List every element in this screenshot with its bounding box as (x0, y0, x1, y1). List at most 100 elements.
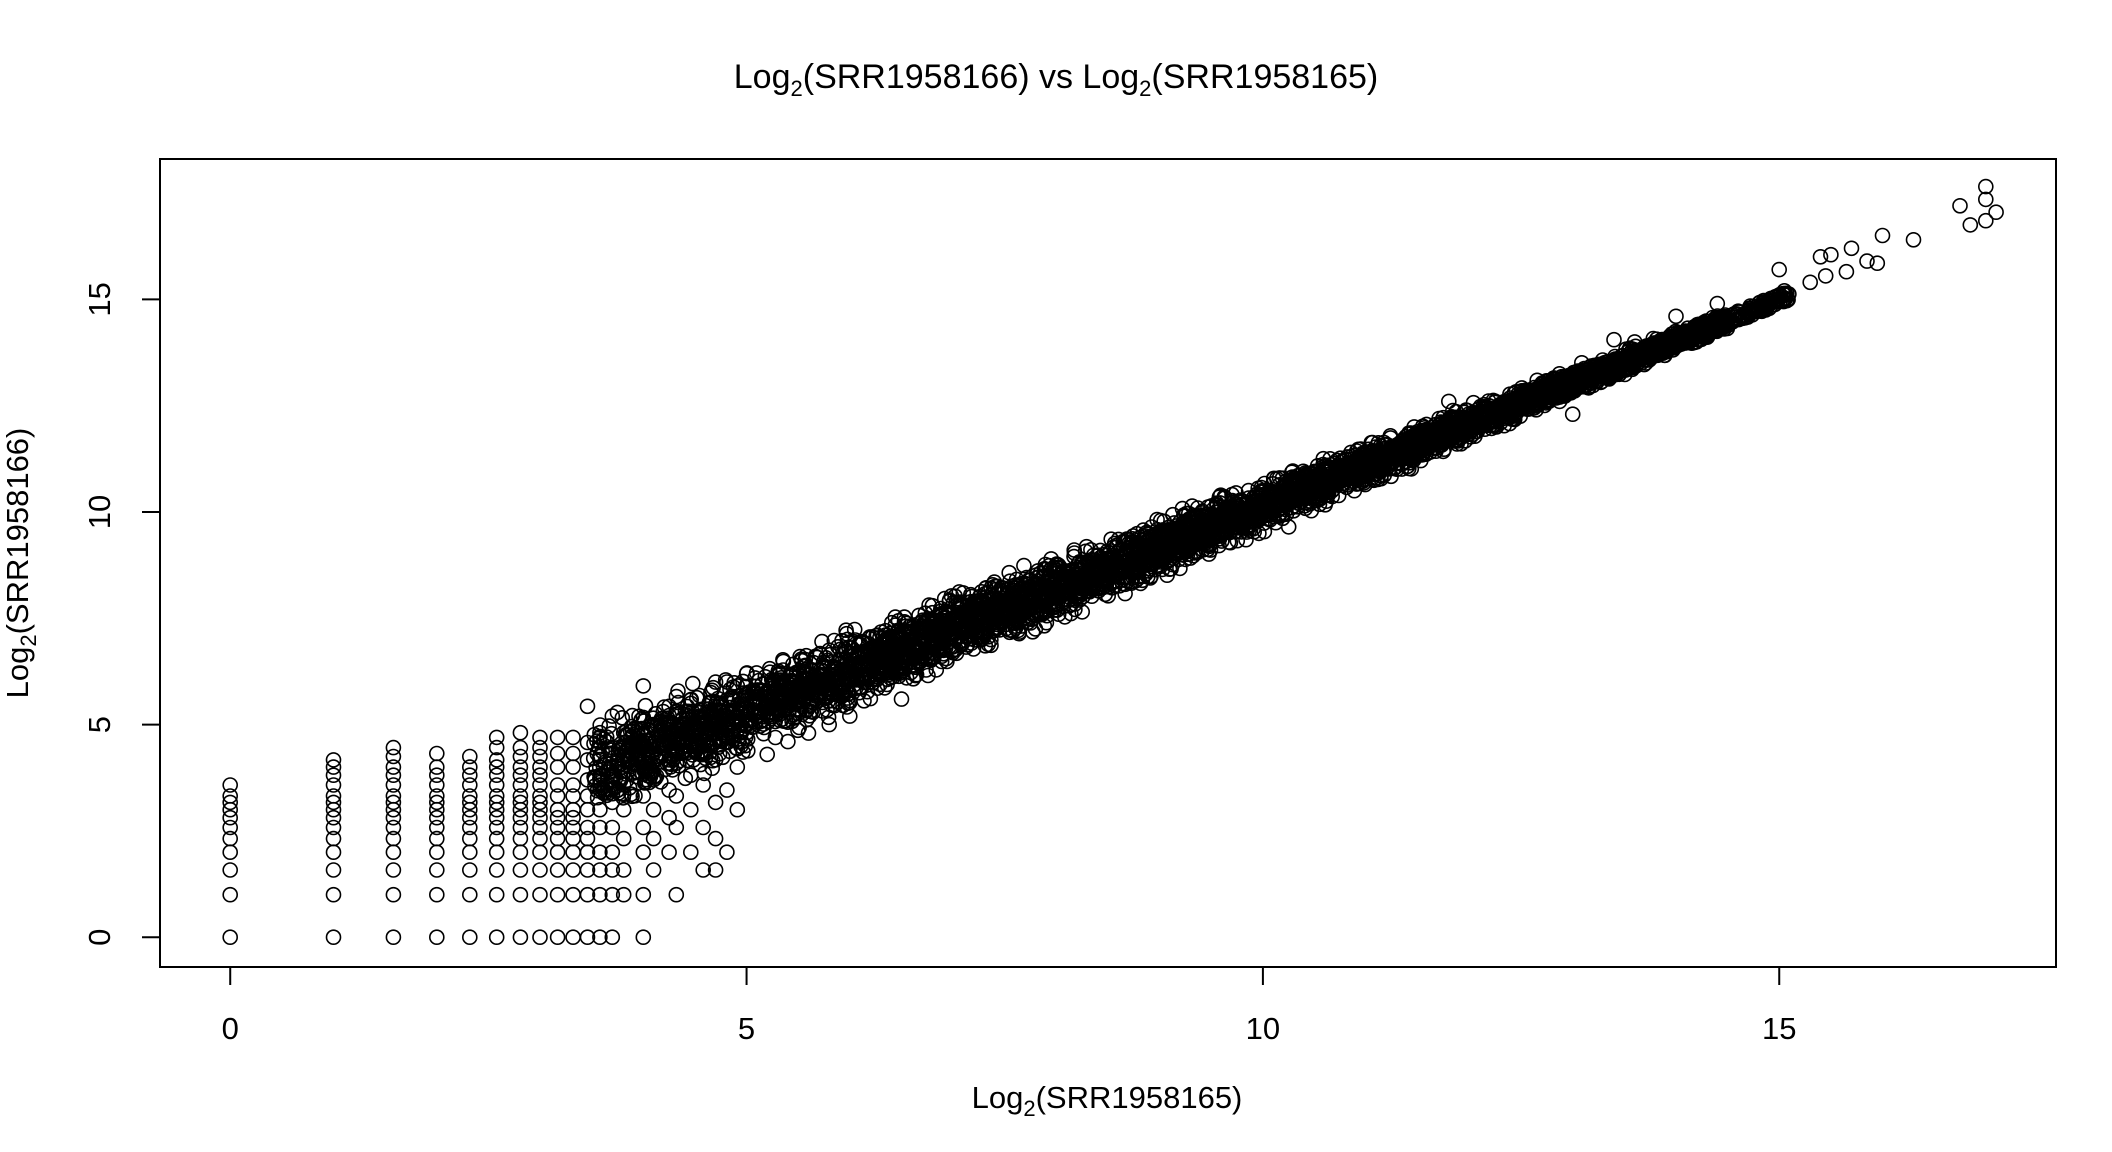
data-point (601, 718, 617, 734)
data-point (532, 929, 548, 946)
plot-frame (159, 158, 2057, 968)
data-point (790, 722, 806, 739)
data-point (549, 862, 566, 878)
data-point (1564, 406, 1581, 423)
data-point (512, 759, 529, 775)
data-point (549, 844, 566, 861)
data-point (385, 759, 402, 775)
data-point (532, 777, 548, 793)
data-point (325, 809, 342, 826)
data-point (488, 729, 505, 746)
data-point (601, 756, 617, 773)
data-point (615, 886, 632, 903)
data-point (325, 759, 342, 775)
data-point (679, 752, 695, 769)
data-point (604, 844, 621, 861)
data-point (325, 886, 342, 903)
y-tick-label: 0 (82, 929, 117, 946)
data-point (579, 788, 596, 804)
data-point (722, 681, 738, 698)
data-point (1441, 393, 1457, 410)
data-point (670, 694, 687, 711)
data-point (604, 862, 621, 878)
data-point (549, 729, 566, 746)
data-point (512, 830, 529, 847)
data-point (579, 929, 596, 946)
data-point (729, 759, 746, 775)
data-point (488, 759, 505, 775)
data-point (598, 729, 615, 745)
data-point (512, 809, 529, 826)
data-point (385, 886, 402, 903)
data-point (677, 770, 694, 787)
data-point (719, 782, 735, 798)
data-point (565, 788, 581, 804)
data-point (615, 801, 632, 818)
data-point (1823, 246, 1839, 263)
data-point (428, 886, 445, 903)
data-point (461, 886, 478, 903)
data-point (711, 745, 728, 762)
data-point (755, 725, 772, 742)
data-point (592, 801, 608, 818)
data-point (565, 745, 581, 762)
data-point (579, 698, 596, 715)
data-point (682, 801, 699, 818)
x-axis: 0 5 10 15 (222, 967, 1796, 1046)
data-point (579, 886, 596, 903)
data-point (385, 794, 402, 811)
data-point (385, 809, 402, 826)
data-point (604, 929, 621, 946)
data-point (461, 830, 478, 847)
data-point (635, 844, 652, 861)
data-point (488, 809, 505, 826)
data-point (609, 704, 626, 721)
data-point (565, 777, 581, 793)
data-point (1838, 263, 1855, 280)
data-point (488, 862, 505, 878)
data-point (428, 830, 445, 847)
data-point (532, 748, 548, 765)
data-point (775, 653, 792, 670)
data-point (641, 758, 657, 775)
data-point (836, 641, 853, 657)
data-point (385, 929, 402, 946)
data-point (549, 777, 566, 793)
data-point (1817, 268, 1834, 284)
data-point (1066, 548, 1082, 565)
data-point (512, 844, 529, 861)
data-point (385, 777, 402, 793)
data-point (461, 748, 478, 765)
data-point (488, 886, 505, 903)
data-point (693, 726, 709, 743)
data-point (736, 700, 753, 717)
data-point (488, 844, 505, 861)
data-point (512, 748, 529, 765)
data-point (635, 929, 652, 946)
data-point (1771, 261, 1787, 278)
data-point (488, 819, 505, 836)
data-point (222, 809, 238, 826)
data-point (461, 819, 478, 836)
data-point (488, 752, 505, 768)
data-point (1874, 227, 1891, 244)
data-point (695, 819, 712, 836)
data-point (428, 809, 445, 826)
data-point (604, 819, 621, 836)
data-point (684, 675, 701, 692)
data-point (593, 768, 610, 785)
data-point (512, 886, 529, 903)
chart-title: Log2(SRR1958166) vs Log2(SRR1958165) (734, 58, 1378, 101)
data-point (325, 752, 342, 768)
data-point (461, 929, 478, 946)
data-point (512, 767, 529, 784)
data-point (668, 788, 685, 804)
data-point (532, 729, 548, 746)
data-point (549, 819, 566, 836)
data-point (719, 844, 735, 861)
data-point (814, 633, 830, 650)
data-point (1256, 475, 1273, 492)
data-point (821, 716, 838, 733)
